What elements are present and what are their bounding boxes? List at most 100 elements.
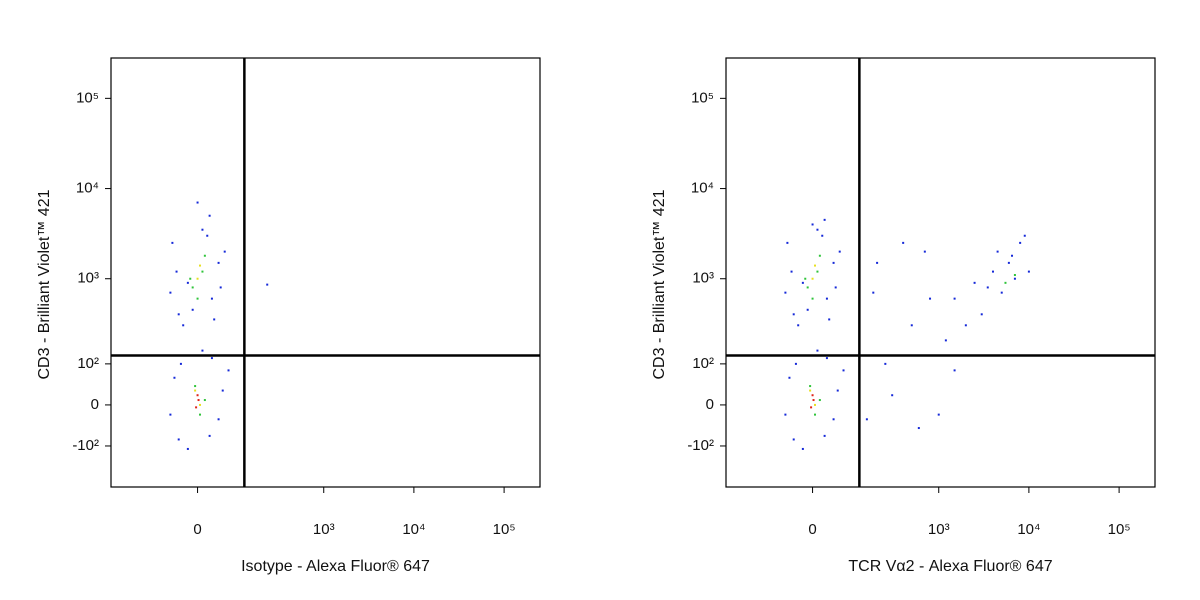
event-dot bbox=[191, 286, 194, 289]
event-dot bbox=[836, 389, 839, 392]
event-dot bbox=[814, 413, 817, 416]
event-dot bbox=[210, 297, 213, 300]
event-dot bbox=[821, 234, 824, 237]
event-dot bbox=[1013, 277, 1016, 280]
event-dot bbox=[872, 291, 875, 294]
event-dot bbox=[199, 264, 202, 267]
event-dot bbox=[217, 418, 220, 421]
event-dot bbox=[818, 254, 821, 257]
event-dot bbox=[811, 277, 814, 280]
plot-frame bbox=[725, 57, 1156, 488]
event-dot bbox=[266, 283, 269, 286]
event-dot bbox=[944, 339, 947, 342]
event-dot bbox=[1007, 261, 1010, 264]
event-dot bbox=[194, 389, 197, 392]
event-dot bbox=[832, 261, 835, 264]
event-dot bbox=[199, 403, 202, 406]
event-dot bbox=[953, 369, 956, 372]
event-dot bbox=[1019, 241, 1022, 244]
event-dot bbox=[991, 270, 994, 273]
y-tick-label: 10² bbox=[692, 355, 714, 372]
event-dot bbox=[177, 438, 180, 441]
event-dot bbox=[208, 214, 211, 217]
y-tick-label: 10³ bbox=[692, 270, 714, 287]
event-dot bbox=[810, 406, 813, 409]
event-dot bbox=[784, 413, 787, 416]
event-dot bbox=[838, 250, 841, 253]
event-dot bbox=[953, 297, 956, 300]
event-dot bbox=[996, 250, 999, 253]
plot-frame bbox=[110, 57, 541, 488]
event-dot bbox=[196, 394, 199, 397]
x-tick-label: 10⁴ bbox=[402, 521, 425, 538]
event-dot bbox=[809, 389, 812, 392]
event-dot bbox=[832, 418, 835, 421]
x-tick-label: 0 bbox=[808, 521, 816, 538]
event-dot bbox=[804, 277, 807, 280]
event-dot bbox=[986, 286, 989, 289]
event-dot bbox=[816, 349, 819, 352]
event-dot bbox=[196, 297, 199, 300]
event-dot bbox=[811, 297, 814, 300]
event-dot bbox=[809, 385, 812, 388]
event-dot bbox=[217, 261, 220, 264]
event-dot bbox=[1013, 274, 1016, 277]
event-dot bbox=[201, 349, 204, 352]
event-dot bbox=[825, 297, 828, 300]
y-tick-label: 0 bbox=[706, 396, 714, 413]
event-dot bbox=[175, 270, 178, 273]
event-dot bbox=[790, 270, 793, 273]
x-tick-label: 10⁵ bbox=[493, 521, 516, 538]
event-dot bbox=[980, 313, 983, 316]
event-dot bbox=[812, 399, 815, 402]
event-dot bbox=[194, 385, 197, 388]
event-dot bbox=[784, 291, 787, 294]
event-dot bbox=[794, 362, 797, 365]
event-dot bbox=[197, 399, 200, 402]
event-dot bbox=[884, 362, 887, 365]
event-dot bbox=[801, 447, 804, 450]
x-tick-label: 10³ bbox=[313, 521, 335, 538]
y-tick-label: -10² bbox=[72, 437, 99, 454]
event-dot bbox=[1023, 234, 1026, 237]
x-axis-label: TCR Vα2 - Alexa Fluor® 647 bbox=[848, 558, 1052, 575]
event-dot bbox=[1004, 281, 1007, 284]
event-dot bbox=[923, 250, 926, 253]
x-axis-label: Isotype - Alexa Fluor® 647 bbox=[241, 558, 430, 575]
event-dot bbox=[203, 254, 206, 257]
event-dot bbox=[1000, 291, 1003, 294]
event-dot bbox=[177, 313, 180, 316]
event-dot bbox=[842, 369, 845, 372]
event-dot bbox=[189, 277, 192, 280]
event-dot bbox=[195, 406, 198, 409]
event-dot bbox=[186, 281, 189, 284]
event-dot bbox=[816, 228, 819, 231]
event-dot bbox=[203, 399, 206, 402]
event-dot bbox=[937, 413, 940, 416]
event-dot bbox=[801, 281, 804, 284]
event-dot bbox=[196, 277, 199, 280]
event-dot bbox=[816, 270, 819, 273]
event-dot bbox=[208, 434, 211, 437]
event-dot bbox=[223, 250, 226, 253]
event-dot bbox=[865, 418, 868, 421]
event-dot bbox=[814, 264, 817, 267]
y-tick-label: -10² bbox=[687, 437, 714, 454]
event-dot bbox=[191, 308, 194, 311]
event-dot bbox=[206, 234, 209, 237]
event-dot bbox=[169, 413, 172, 416]
y-axis-label: CD3 - Brilliant Violet™ 421 bbox=[651, 189, 668, 379]
event-dot bbox=[973, 281, 976, 284]
event-dot bbox=[219, 286, 222, 289]
event-dot bbox=[1011, 254, 1014, 257]
event-dot bbox=[825, 357, 828, 360]
y-tick-label: 10² bbox=[77, 355, 99, 372]
event-dot bbox=[186, 447, 189, 450]
event-dot bbox=[196, 201, 199, 204]
y-tick-label: 10⁴ bbox=[691, 180, 714, 197]
event-dot bbox=[828, 318, 831, 321]
y-tick-label: 10⁵ bbox=[76, 89, 99, 106]
event-dot bbox=[814, 403, 817, 406]
event-dot bbox=[221, 389, 224, 392]
